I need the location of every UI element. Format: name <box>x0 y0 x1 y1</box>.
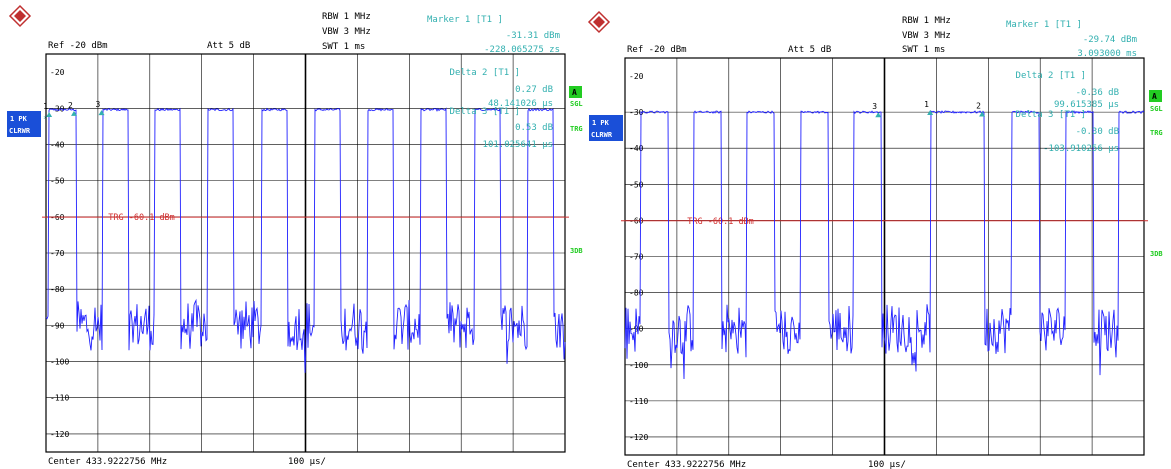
trace-label: 1 PK <box>592 119 610 127</box>
delta-value: 0.27 dB <box>515 85 553 95</box>
status-trg: TRG <box>570 125 583 133</box>
y-tick-label: -120 <box>50 430 69 439</box>
trace-line <box>624 110 1145 380</box>
rbw-label: RBW 1 MHz <box>902 16 951 26</box>
marker-label: 2 <box>68 101 73 110</box>
status-sgl: SGL <box>570 100 583 108</box>
trigger-label: TRG -60.1 dBm <box>108 213 175 223</box>
marker-position: -228.065275 zs <box>484 45 560 55</box>
trace-label: 1 PK <box>10 115 28 123</box>
trace-badge: 1 PK CLRWR <box>7 111 41 137</box>
marker-triangle <box>46 111 53 117</box>
marker-value: -31.31 dBm <box>506 31 560 41</box>
rs-logo <box>8 4 32 28</box>
footer-span-per-div: 100 µs/ <box>288 457 326 467</box>
y-tick-label: -80 <box>50 285 65 294</box>
status-a-box <box>1149 90 1162 102</box>
marker-triangle <box>875 112 882 118</box>
vbw-label: VBW 3 MHz <box>322 27 371 37</box>
y-tick-label: -90 <box>629 325 644 334</box>
ref-level-label: Ref -20 dBm <box>627 45 687 55</box>
trace-line <box>45 107 566 373</box>
y-tick-label: -40 <box>50 140 65 149</box>
delta-position: 101.025641 µs <box>483 140 553 150</box>
y-tick-label: -90 <box>50 321 65 330</box>
marker-label: 3 <box>96 100 101 109</box>
marker-label: 1 <box>924 100 929 109</box>
attenuation-label: Att 5 dB <box>788 45 831 55</box>
delta-position: 99.615385 µs <box>1054 100 1119 110</box>
y-tick-label: -50 <box>629 180 644 189</box>
y-tick-label: -70 <box>50 249 65 258</box>
spectrum-panel-left: Ref -20 dBm Att 5 dB RBW 1 MHz VBW 3 MHz… <box>7 4 583 467</box>
attenuation-label: Att 5 dB <box>207 41 250 51</box>
y-tick-label: -110 <box>629 397 648 406</box>
footer-span-per-div: 100 µs/ <box>868 460 906 469</box>
y-tick-label: -100 <box>629 361 648 370</box>
swt-label: SWT 1 ms <box>322 42 365 52</box>
y-tick-label: -20 <box>50 68 65 77</box>
trace-mode-label: CLRWR <box>591 131 613 139</box>
marker-triangle <box>71 110 78 116</box>
delta-position: -103.910256 µs <box>1043 144 1119 154</box>
y-tick-label: -30 <box>629 108 644 117</box>
delta-value: -0.36 dB <box>1076 88 1119 98</box>
y-tick-label: -50 <box>50 177 65 186</box>
status-a-box <box>569 86 582 98</box>
marker-title: Marker 1 [T1 ] <box>1006 20 1082 30</box>
swt-label: SWT 1 ms <box>902 45 945 55</box>
y-tick-label: -120 <box>629 433 648 442</box>
spectrum-panel-right: Ref -20 dBm Att 5 dB RBW 1 MHz VBW 3 MHz… <box>587 10 1163 469</box>
delta-value: 0.53 dB <box>515 123 553 133</box>
trace-mode-label: CLRWR <box>9 127 31 135</box>
status-trg: TRG <box>1150 129 1163 137</box>
ref-level-label: Ref -20 dBm <box>48 41 108 51</box>
y-tick-label: -80 <box>629 289 644 298</box>
y-tick-label: -30 <box>50 104 65 113</box>
marker-triangle <box>979 111 986 117</box>
marker-label: 1 <box>43 102 48 111</box>
status-sgl: SGL <box>1150 105 1163 113</box>
y-tick-label: -110 <box>50 394 69 403</box>
delta-title: Delta 3 [T1 ] <box>450 107 520 117</box>
vbw-label: VBW 3 MHz <box>902 31 951 41</box>
trace-badge: 1 PK CLRWR <box>589 115 623 141</box>
status-a: A <box>1152 92 1157 101</box>
marker-label: 3 <box>872 102 877 111</box>
trigger-label: TRG -60.1 dBm <box>687 217 754 227</box>
marker-value: -29.74 dBm <box>1083 35 1137 45</box>
rbw-label: RBW 1 MHz <box>322 12 371 22</box>
marker-label: 2 <box>976 101 981 110</box>
rs-logo <box>587 10 611 34</box>
delta-title: Delta 2 [T1 ] <box>1016 71 1086 81</box>
status-3db: 3DB <box>1150 250 1163 258</box>
status-3db: 3DB <box>570 247 583 255</box>
delta-title: Delta 2 [T1 ] <box>450 68 520 78</box>
y-tick-label: -70 <box>629 253 644 262</box>
delta-value: -0.30 dB <box>1076 127 1119 137</box>
y-tick-label: -40 <box>629 144 644 153</box>
delta-position: 48.141026 µs <box>488 99 553 109</box>
delta-title: Delta 3 [T1 ] <box>1016 110 1086 120</box>
marker-position: 3.093000 ms <box>1077 49 1137 59</box>
marker-triangle <box>927 110 934 116</box>
marker-title: Marker 1 [T1 ] <box>427 15 503 25</box>
marker-triangle <box>98 110 105 116</box>
footer-center-frequency: Center 433.9222756 MHz <box>48 457 167 467</box>
status-a: A <box>572 88 577 97</box>
y-tick-label: -100 <box>50 358 69 367</box>
footer-center-frequency: Center 433.9222756 MHz <box>627 460 746 469</box>
y-tick-label: -20 <box>629 72 644 81</box>
